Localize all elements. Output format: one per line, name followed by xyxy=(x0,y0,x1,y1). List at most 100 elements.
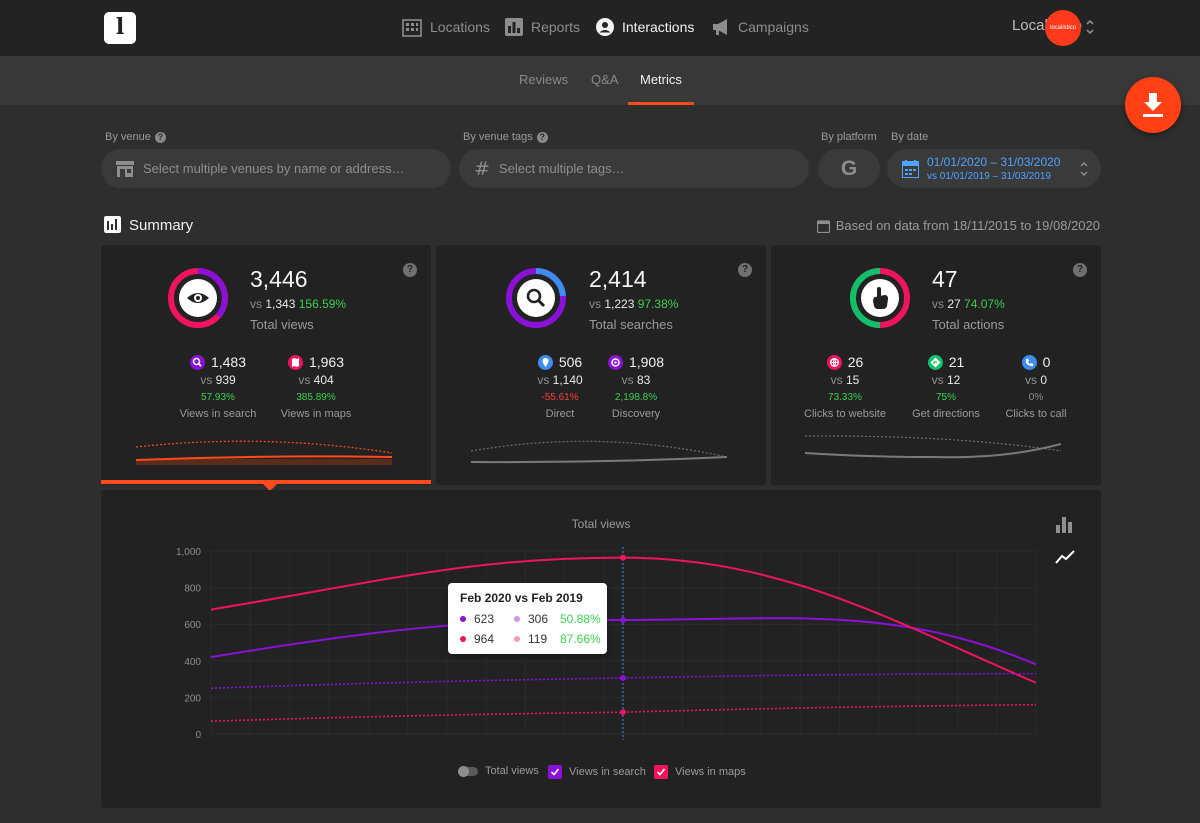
bar-chart-icon xyxy=(505,18,523,36)
building-icon xyxy=(402,19,422,37)
tooltip-pct: 50.88% xyxy=(560,612,601,626)
legend-total-views[interactable]: Total views xyxy=(458,765,539,777)
actions-donut xyxy=(850,268,910,328)
sub-value: 1,483 xyxy=(210,354,247,370)
tooltip-current: 623 xyxy=(474,612,495,626)
label-text: By platform xyxy=(821,131,877,143)
summary-chart-icon xyxy=(104,216,121,233)
series-dot xyxy=(514,615,520,622)
help-icon[interactable]: ? xyxy=(738,263,752,277)
search-icon xyxy=(526,288,546,308)
download-button[interactable] xyxy=(1125,77,1181,133)
date-filter[interactable]: 01/01/2020 – 31/03/2020 vs 01/01/2019 – … xyxy=(887,149,1101,188)
pct-change: 73.33% xyxy=(828,392,862,403)
vs-value: 12 xyxy=(946,373,961,387)
total-views-compare: vs 1,343 156.59% xyxy=(250,297,346,311)
megaphone-icon xyxy=(713,19,727,35)
help-icon[interactable]: ? xyxy=(1073,263,1087,277)
legend-label: Total views xyxy=(485,765,539,777)
card-total-searches[interactable]: ? 2,414 vs 1,223 97.38% Total searches 5… xyxy=(436,245,766,485)
tab-metrics[interactable]: Metrics xyxy=(640,72,682,87)
label-text: By venue tags xyxy=(463,131,533,143)
series-dot xyxy=(514,635,520,642)
help-icon[interactable]: ? xyxy=(154,131,166,143)
pct-change: 385.89% xyxy=(296,392,336,403)
date-compare: vs 01/01/2019 – 31/03/2019 xyxy=(927,171,1051,182)
platform-filter[interactable]: G xyxy=(818,149,880,188)
sub-views-in-search: 1,483 vs 939 57.93% Views in search xyxy=(170,353,266,420)
chart-tooltip: Feb 2020 vs Feb 2019 623 306 50.88% 964 119… xyxy=(448,583,607,654)
pct-change: 74.07% xyxy=(964,297,1005,311)
vs-value: 83 xyxy=(636,373,651,387)
line-chart-toggle-icon[interactable] xyxy=(1055,550,1075,564)
tooltip-row-search: 623 306 50.88% xyxy=(460,612,601,626)
vs-value: 27 xyxy=(947,297,961,311)
tooltip-pct: 87.66% xyxy=(560,632,601,646)
sub-value: 0 xyxy=(1042,354,1051,370)
searches-sparkline xyxy=(471,440,727,464)
phone-icon xyxy=(1021,354,1037,370)
toggle-switch[interactable] xyxy=(458,765,478,777)
legend-views-in-maps[interactable]: Views in maps xyxy=(654,765,746,779)
tab-reviews[interactable]: Reviews xyxy=(519,72,569,87)
tooltip-row-maps: 964 119 87.66% xyxy=(460,632,601,646)
sub-label: Clicks to call xyxy=(1005,408,1067,420)
pct-change: 57.93% xyxy=(201,392,235,403)
hover-point xyxy=(620,554,626,561)
label-text: By date xyxy=(891,131,929,143)
nav-label: Campaigns xyxy=(738,19,809,35)
label-text: By venue xyxy=(105,131,151,143)
tags-input[interactable] xyxy=(498,161,789,176)
vs-value: 404 xyxy=(313,373,334,387)
checkbox-checked-icon[interactable] xyxy=(654,765,668,779)
bar-chart-toggle-icon[interactable] xyxy=(1056,517,1073,533)
vs-value: 0 xyxy=(1040,373,1048,387)
store-icon xyxy=(116,160,134,177)
hover-point xyxy=(620,709,626,716)
card-total-views[interactable]: ? 3,446 vs 1,343 156.59% Total views 1,4… xyxy=(101,245,431,485)
active-card-caret xyxy=(263,484,277,491)
date-filter-label: By date xyxy=(891,131,928,143)
sub-label: Views in search xyxy=(179,408,257,420)
venue-input[interactable] xyxy=(143,161,433,176)
sub-label: Views in maps xyxy=(280,408,352,420)
pct-change: 97.38% xyxy=(637,297,679,311)
summary-title: Summary xyxy=(129,217,194,234)
sub-value: 21 xyxy=(948,354,965,370)
vs-value: 1,140 xyxy=(552,373,583,387)
nav-interactions[interactable]: Interactions xyxy=(596,14,694,40)
help-icon[interactable]: ? xyxy=(536,131,548,143)
help-icon[interactable]: ? xyxy=(403,263,417,277)
nav-locations[interactable]: Locations xyxy=(402,14,490,40)
vs-text: vs xyxy=(589,297,601,311)
avatar[interactable]: localistico xyxy=(1045,10,1081,46)
sub-discovery: 1,908 vs 83 2,198.8% Discovery xyxy=(588,353,684,420)
search-icon xyxy=(189,354,205,370)
y-tick-label: 400 xyxy=(184,657,201,668)
tab-qa[interactable]: Q&A xyxy=(591,72,619,87)
card-total-actions[interactable]: ? 47 vs 27 74.07% Total actions 26 vs 15… xyxy=(771,245,1101,485)
tooltip-title: Feb 2020 vs Feb 2019 xyxy=(460,591,583,605)
calendar-icon xyxy=(816,219,830,233)
nav-reports[interactable]: Reports xyxy=(505,14,580,40)
app-logo[interactable]: l xyxy=(104,12,136,44)
y-tick-label: 800 xyxy=(184,584,201,595)
chevron-updown-icon[interactable] xyxy=(1085,17,1095,37)
nav-label: Locations xyxy=(430,19,490,35)
y-tick-label: 1,000 xyxy=(176,547,201,558)
vs-text: vs xyxy=(250,297,262,311)
sub-clicks-to-website: 26 vs 15 73.33% Clicks to website xyxy=(797,353,893,420)
sub-value: 26 xyxy=(847,354,864,370)
map-icon xyxy=(287,354,303,370)
nav-campaigns[interactable]: Campaigns xyxy=(712,14,809,40)
total-views-line-chart[interactable]: 0 200 400 600 800 1,000 xyxy=(101,535,1101,765)
venue-filter[interactable] xyxy=(101,149,451,188)
sub-views-in-maps: 1,963 vs 404 385.89% Views in maps xyxy=(268,353,364,420)
legend-views-in-search[interactable]: Views in search xyxy=(548,765,646,779)
sub-label: Get directions xyxy=(912,408,980,420)
checkbox-checked-icon[interactable] xyxy=(548,765,562,779)
tags-filter[interactable]: # xyxy=(459,149,809,188)
actions-sparkline xyxy=(805,435,1061,459)
sub-value: 1,908 xyxy=(628,354,665,370)
vs-value: 939 xyxy=(215,373,236,387)
